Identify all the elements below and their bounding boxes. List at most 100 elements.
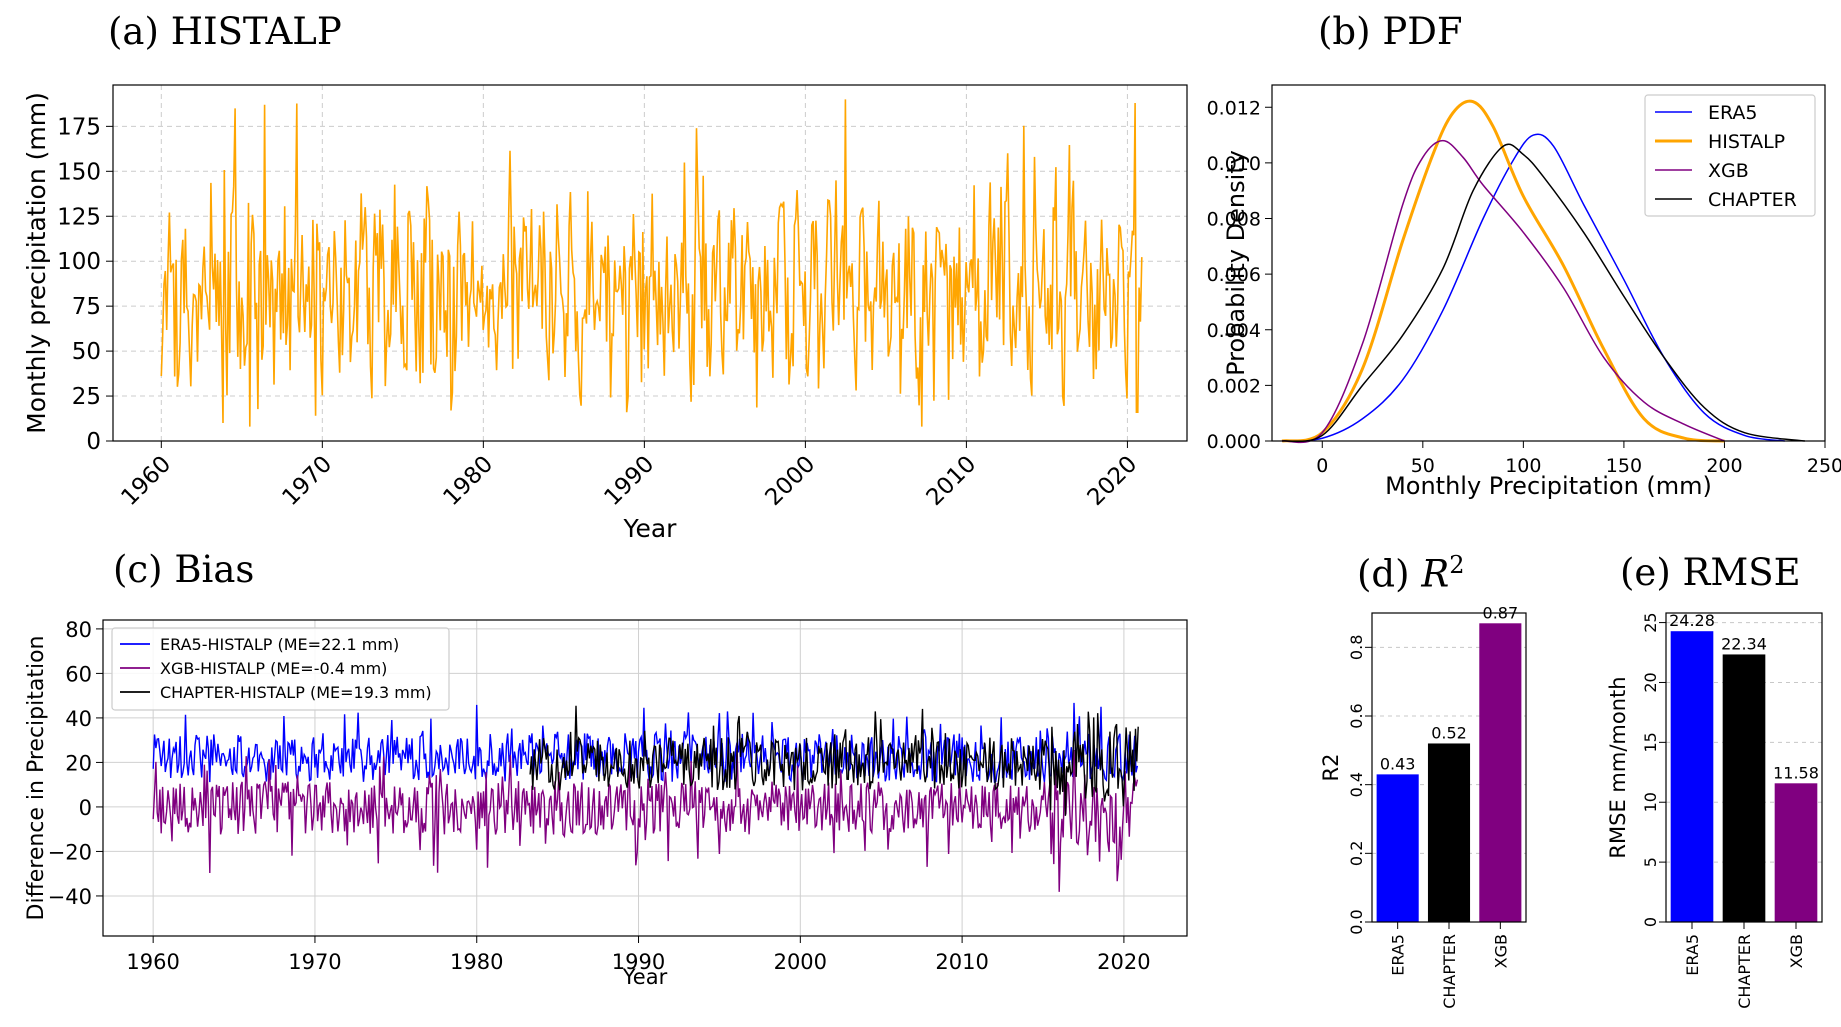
bar-chapter bbox=[1427, 743, 1471, 922]
y-tick-label: 0.000 bbox=[1207, 431, 1261, 453]
x-tick-label: 2010 bbox=[922, 451, 982, 511]
y-tick-label: 20 bbox=[1641, 672, 1660, 692]
panel-e-title: (e) RMSE bbox=[1620, 551, 1801, 594]
panel-a-title: (a) HISTALP bbox=[108, 10, 342, 53]
panel-c-chart: 1960 1970 1980 1990 2000 2010 2020 −40 −20 0 20 40 6… bbox=[24, 618, 1188, 989]
bar-era5 bbox=[1670, 631, 1714, 922]
bar-value-label: 24.28 bbox=[1669, 611, 1715, 630]
x-tick-label: 1980 bbox=[450, 950, 503, 974]
bar-value-label: 0.43 bbox=[1380, 754, 1416, 773]
y-tick-label: 0.002 bbox=[1207, 375, 1261, 397]
panel-d-title-prefix: (d) bbox=[1357, 552, 1422, 596]
y-tick-label: 0.008 bbox=[1207, 209, 1261, 231]
panel-d-chart: 0.00.20.40.60.8R2 0.43ERA50.52CHAPTER0.87… bbox=[1319, 603, 1527, 1009]
x-tick-label: 1960 bbox=[126, 950, 179, 974]
y-tick-label: 5 bbox=[1641, 857, 1660, 867]
panel-d-title-symbol: R bbox=[1421, 552, 1450, 596]
histalp-series-line bbox=[160, 99, 1143, 427]
y-tick-label: 0.2 bbox=[1347, 841, 1366, 866]
bar-chapter bbox=[1722, 654, 1766, 922]
legend-label: XGB-HISTALP (ME=-0.4 mm) bbox=[160, 659, 387, 678]
y-axis-label: Monthly precipitation (mm) bbox=[22, 92, 51, 434]
y-tick-label: 75 bbox=[72, 294, 101, 320]
x-tick-label: 1960 bbox=[116, 451, 176, 511]
y-tick-label: 0.0 bbox=[1347, 909, 1366, 934]
x-tick-label: 2000 bbox=[761, 451, 821, 511]
x-axis-label: Year bbox=[623, 514, 678, 543]
plot-frame bbox=[1271, 84, 1826, 442]
x-tick-label: 200 bbox=[1706, 455, 1742, 477]
bar-era5 bbox=[1376, 774, 1419, 922]
x-tick-label: 1970 bbox=[288, 950, 341, 974]
y-tick-label: 0.010 bbox=[1207, 153, 1261, 175]
y-tick-label: 25 bbox=[72, 384, 101, 410]
panel-e-chart: 0 5 10 15 20 25 RMSE mm/month 24.28 ERA5 22.34 CHA… bbox=[1606, 611, 1823, 1009]
legend-label: ERA5-HISTALP (ME=22.1 mm) bbox=[160, 635, 399, 654]
legend: ERA5 HISTALP XGB CHAPTER bbox=[1644, 94, 1816, 217]
y-tick-label: −40 bbox=[48, 885, 92, 909]
y-tick-label: 100 bbox=[57, 249, 101, 275]
x-tick-label: 100 bbox=[1505, 455, 1541, 477]
legend-box bbox=[111, 627, 450, 711]
bias-line-chapter bbox=[529, 705, 1139, 816]
x-tick-label: 150 bbox=[1606, 455, 1642, 477]
y-tick-label: 25 bbox=[1641, 612, 1660, 632]
y-tick-label: 0.004 bbox=[1207, 320, 1261, 342]
x-tick-label: CHAPTER bbox=[1735, 934, 1754, 1009]
y-tick-label: 40 bbox=[65, 707, 92, 731]
y-tick-label: 150 bbox=[57, 159, 101, 185]
pdf-line-xgb bbox=[1281, 139, 1725, 444]
x-tick-label: 2020 bbox=[1097, 950, 1150, 974]
y-axis-label: Difference in Precipitation bbox=[24, 636, 49, 921]
y-tick-label: 60 bbox=[65, 662, 92, 686]
bar-xgb bbox=[1774, 783, 1818, 922]
x-tick-label: 1970 bbox=[277, 451, 337, 511]
x-axis-label: Monthly Precipitation (mm) bbox=[1385, 472, 1712, 500]
y-tick-label: 0.006 bbox=[1207, 264, 1261, 286]
y-tick-label: 0 bbox=[86, 429, 101, 455]
x-tick-label: 0 bbox=[1316, 455, 1328, 477]
x-tick-label: 2010 bbox=[935, 950, 988, 974]
plot-frame bbox=[1665, 612, 1823, 923]
panel-d-title-sup: 2 bbox=[1449, 551, 1465, 579]
x-axis-label: Year bbox=[622, 965, 668, 989]
legend-label: CHAPTER bbox=[1708, 189, 1797, 211]
legend: ERA5-HISTALP (ME=22.1 mm) XGB-HISTALP (ME… bbox=[111, 627, 450, 711]
y-tick-label: 0 bbox=[1641, 917, 1660, 927]
x-tick-label: XGB bbox=[1491, 934, 1510, 968]
x-tick-label: 1990 bbox=[600, 451, 660, 511]
x-tick-label: 2000 bbox=[774, 950, 827, 974]
x-tick-label: ERA5 bbox=[1389, 934, 1408, 976]
pdf-line-histalp bbox=[1281, 99, 1725, 443]
panel-a-chart: 1960 1970 1980 1990 2000 2010 2020 0 25 50 75 100 12… bbox=[22, 84, 1188, 543]
panel-d-title: (d) R2 bbox=[1357, 551, 1464, 595]
x-tick-label: 2020 bbox=[1083, 451, 1143, 511]
legend-label: XGB bbox=[1708, 160, 1749, 182]
legend-label: CHAPTER-HISTALP (ME=19.3 mm) bbox=[160, 683, 432, 702]
y-axis-label: R2 bbox=[1319, 754, 1343, 782]
plot-frame bbox=[102, 619, 1188, 937]
y-tick-label: 15 bbox=[1641, 732, 1660, 752]
x-tick-label: CHAPTER bbox=[1440, 934, 1459, 1009]
x-tick-label: XGB bbox=[1787, 934, 1806, 968]
y-tick-label: 125 bbox=[57, 204, 101, 230]
legend-label: HISTALP bbox=[1708, 131, 1785, 153]
x-tick-label: ERA5 bbox=[1683, 934, 1702, 976]
y-tick-label: 0.4 bbox=[1347, 772, 1366, 797]
y-axis-label: Probability Density bbox=[1222, 150, 1250, 376]
y-tick-label: 50 bbox=[72, 339, 101, 365]
bias-line-era5 bbox=[152, 702, 1139, 784]
y-tick-label: 80 bbox=[65, 618, 92, 642]
plot-frame bbox=[1371, 612, 1527, 923]
panel-b-chart: 0 50 100 150 200 250 0.000 0.002 0.004 0.006 0.008… bbox=[1207, 84, 1841, 500]
panel-b-title: (b) PDF bbox=[1318, 10, 1463, 53]
y-tick-label: 175 bbox=[57, 114, 101, 140]
y-axis-label: RMSE mm/month bbox=[1606, 676, 1630, 858]
panel-c-title: (c) Bias bbox=[113, 548, 255, 591]
y-tick-label: 20 bbox=[65, 751, 92, 775]
plot-frame bbox=[112, 84, 1188, 442]
bar-xgb bbox=[1479, 623, 1522, 922]
bar-value-label: 22.34 bbox=[1721, 634, 1767, 653]
bar-value-label: 0.52 bbox=[1431, 723, 1467, 742]
